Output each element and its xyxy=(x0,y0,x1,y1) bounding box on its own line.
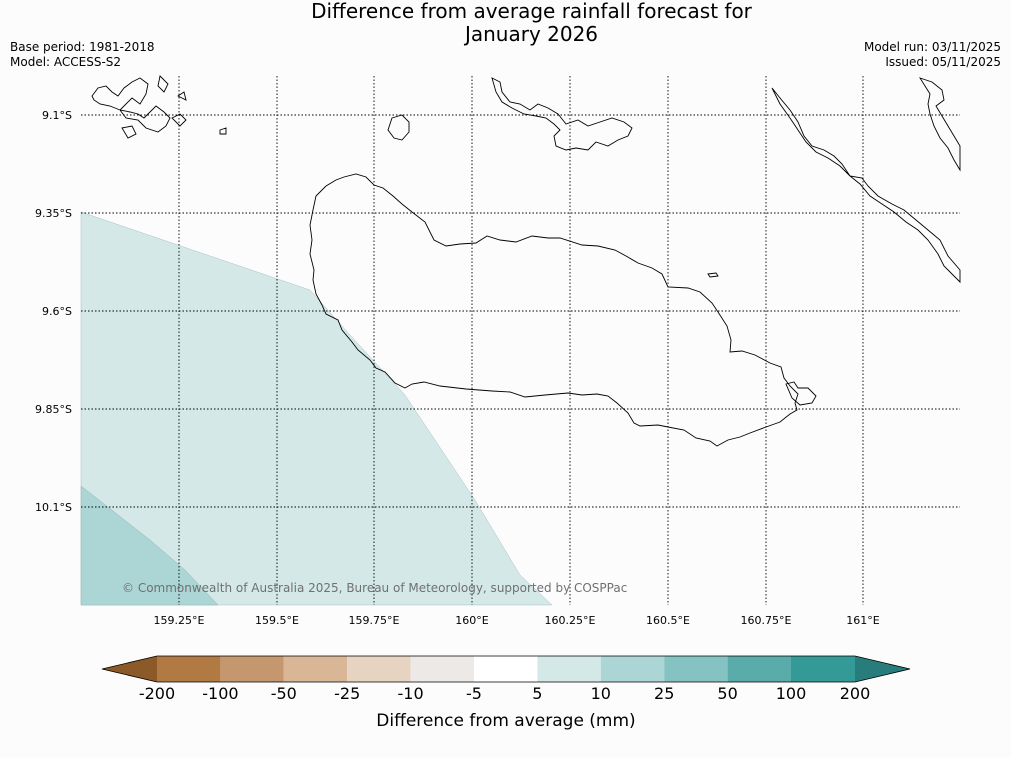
colorbar-tick: 100 xyxy=(776,684,807,703)
lat-label: 10.1°S xyxy=(35,501,72,514)
lon-label: 160.25°E xyxy=(545,614,596,627)
copyright-notice: © Commonwealth of Australia 2025, Bureau… xyxy=(122,581,627,595)
latitude-labels: 9.1°S 9.35°S 9.6°S 9.85°S 10.1°S xyxy=(35,109,72,514)
colorbar-segment xyxy=(664,656,728,682)
colorbar-segment xyxy=(474,656,538,682)
coastline-russell-islands xyxy=(91,77,171,133)
colorbar-outline xyxy=(101,655,911,683)
title-line-2: January 2026 xyxy=(464,22,599,46)
colorbar-segment xyxy=(283,656,348,682)
colorbar-segment xyxy=(791,656,855,682)
colorbar-tick: 25 xyxy=(654,684,674,703)
colorbar-segment xyxy=(537,656,601,682)
title-line-1: Difference from average rainfall forecas… xyxy=(311,0,752,23)
colorbar-tick: 50 xyxy=(717,684,737,703)
lat-label: 9.85°S xyxy=(35,403,72,416)
colorbar-tick: -25 xyxy=(334,684,360,703)
meta-left: Base period: 1981-2018 Model: ACCESS-S2 xyxy=(10,40,155,70)
lon-label: 160°E xyxy=(455,614,488,627)
colorbar-segment xyxy=(727,656,791,682)
colorbar-extend-max xyxy=(855,656,910,682)
colorbar-tick: -100 xyxy=(202,684,238,703)
lon-label: 161°E xyxy=(846,614,879,627)
coastline-guadalcanal xyxy=(309,173,799,447)
map-title: Difference from average rainfall forecas… xyxy=(0,0,1011,46)
region-5-to-10 xyxy=(80,211,553,606)
coastlines xyxy=(91,75,961,447)
lat-label: 9.35°S xyxy=(35,207,72,220)
colorbar-extend-min xyxy=(102,656,157,682)
coastline-florida-islands xyxy=(491,77,633,151)
colorbar-segment xyxy=(600,656,665,682)
lat-label: 9.1°S xyxy=(42,109,72,122)
colorbar-segment xyxy=(347,656,411,682)
lon-label: 159.5°E xyxy=(255,614,299,627)
colorbar-tick: 10 xyxy=(591,684,611,703)
lat-label: 9.6°S xyxy=(42,305,72,318)
colorbar-tick: -50 xyxy=(271,684,297,703)
gridlines xyxy=(81,76,960,605)
lon-label: 160.75°E xyxy=(741,614,792,627)
issued-date: Issued: 05/11/2025 xyxy=(885,55,1001,69)
model-name: Model: ACCESS-S2 xyxy=(10,55,122,69)
colorbar-segment xyxy=(410,656,474,682)
colorbar-tick: -10 xyxy=(398,684,424,703)
lon-label: 159.75°E xyxy=(349,614,400,627)
model-run: Model run: 03/11/2025 xyxy=(863,40,1001,54)
coastline-russell-small xyxy=(121,75,227,139)
coastline-savo xyxy=(387,114,410,141)
colorbar-segment xyxy=(220,656,284,682)
coastline-marau-islet xyxy=(785,381,817,406)
colorbar-tick: 5 xyxy=(532,684,542,703)
meta-right: Model run: 03/11/2025 Issued: 05/11/2025 xyxy=(864,40,1001,70)
colorbar-tick: -5 xyxy=(466,684,482,703)
colorbar-segment xyxy=(157,656,221,682)
lon-label: 160.5°E xyxy=(646,614,690,627)
region-10-to-25 xyxy=(80,485,219,606)
coastline-small-islet xyxy=(707,272,719,278)
base-period: Base period: 1981-2018 xyxy=(10,40,155,54)
colorbar-ticks: -200 -100 -50 -25 -10 -5 5 10 25 50 100 … xyxy=(139,684,870,703)
colorbar-tick: 200 xyxy=(840,684,871,703)
colorbar: -200 -100 -50 -25 -10 -5 5 10 25 50 100 … xyxy=(101,655,911,731)
longitude-labels: 159.25°E 159.5°E 159.75°E 160°E 160.25°E… xyxy=(154,614,880,627)
colorbar-tick: -200 xyxy=(139,684,175,703)
lon-label: 159.25°E xyxy=(154,614,205,627)
coastline-malaita xyxy=(771,87,961,284)
coastline-malaita-north xyxy=(918,77,961,172)
colorbar-title: Difference from average (mm) xyxy=(376,711,635,731)
